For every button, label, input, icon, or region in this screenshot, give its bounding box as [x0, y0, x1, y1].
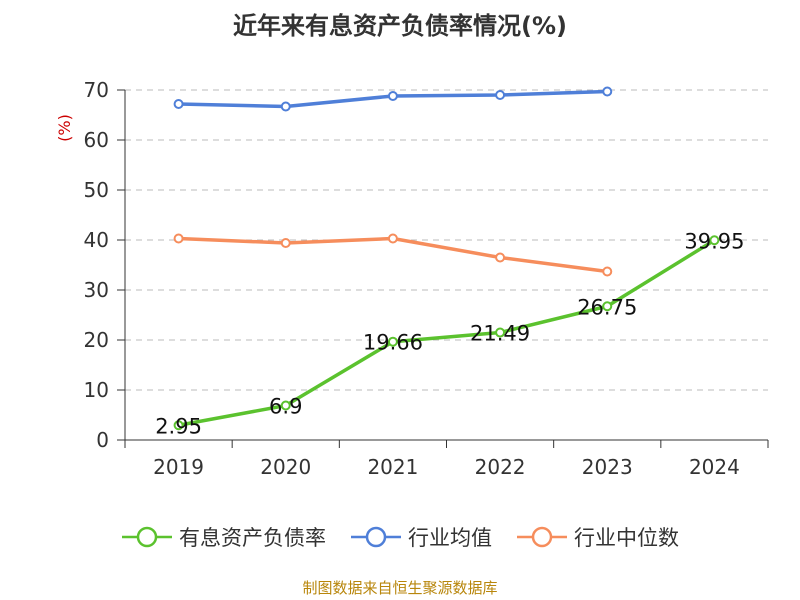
y-axis-label: (%) — [55, 114, 74, 142]
y-tick-label: 40 — [84, 228, 109, 252]
data-point — [280, 400, 291, 411]
data-point — [173, 233, 184, 244]
data-point — [387, 233, 398, 244]
data-label: 21.49 — [470, 322, 530, 346]
x-tick-label: 2023 — [582, 455, 633, 479]
data-point — [387, 91, 398, 101]
legend-marker-icon — [122, 526, 172, 548]
legend-label: 行业中位数 — [574, 526, 679, 550]
source-note: 制图数据来自恒生聚源数据库 — [302, 579, 498, 597]
data-label: 6.9 — [269, 395, 302, 419]
y-tick-label: 50 — [84, 178, 109, 202]
data-point — [602, 301, 613, 312]
x-tick-label: 2019 — [153, 455, 204, 479]
x-tick-label: 2022 — [475, 455, 526, 479]
data-point — [495, 90, 506, 100]
data-point — [173, 420, 184, 431]
axes: 0 10 20 30 40 50 60 70 2019 2020 2021 2022 2023 2024 — [84, 78, 769, 479]
y-tick-label: 70 — [84, 78, 109, 102]
data-point — [280, 101, 291, 112]
legend-label: 行业均值 — [408, 526, 492, 550]
data-point — [495, 252, 506, 263]
data-point — [602, 266, 613, 277]
y-tick-label: 0 — [96, 428, 109, 452]
data-label: 2.95 — [155, 414, 202, 438]
data-point — [387, 336, 398, 347]
legend-marker-icon — [517, 526, 567, 548]
grid-lines — [125, 89, 768, 391]
data-point — [280, 238, 291, 248]
chart-title: 近年来有息资产负债率情况(%) — [233, 12, 567, 40]
data-labels: 2.95 6.9 19.66 21.49 26.75 39.95 — [155, 229, 744, 438]
legend-item[interactable]: 有息资产负债率 — [121, 522, 326, 552]
data-label: 26.75 — [577, 295, 637, 319]
x-tick-label: 2020 — [260, 455, 311, 479]
legend: 有息资产负债率 行业均值 行业中位数 — [0, 522, 800, 552]
x-tick-label: 2021 — [367, 455, 418, 479]
series-line — [178, 238, 716, 427]
data-label: 39.95 — [684, 229, 744, 253]
data-point — [495, 327, 506, 338]
y-tick-label: 10 — [84, 378, 109, 402]
legend-item[interactable]: 行业中位数 — [516, 522, 679, 552]
data-label: 19.66 — [363, 331, 423, 355]
data-point — [602, 86, 613, 97]
legend-marker-icon — [351, 526, 401, 548]
series-lines — [173, 86, 720, 431]
y-tick-label: 20 — [84, 328, 109, 352]
data-point — [709, 235, 720, 246]
legend-label: 有息资产负债率 — [179, 526, 326, 550]
y-tick-label: 60 — [84, 128, 109, 152]
y-tick-label: 30 — [84, 278, 109, 302]
x-tick-label: 2024 — [689, 455, 740, 479]
data-point — [173, 99, 184, 109]
legend-item[interactable]: 行业均值 — [350, 522, 492, 552]
